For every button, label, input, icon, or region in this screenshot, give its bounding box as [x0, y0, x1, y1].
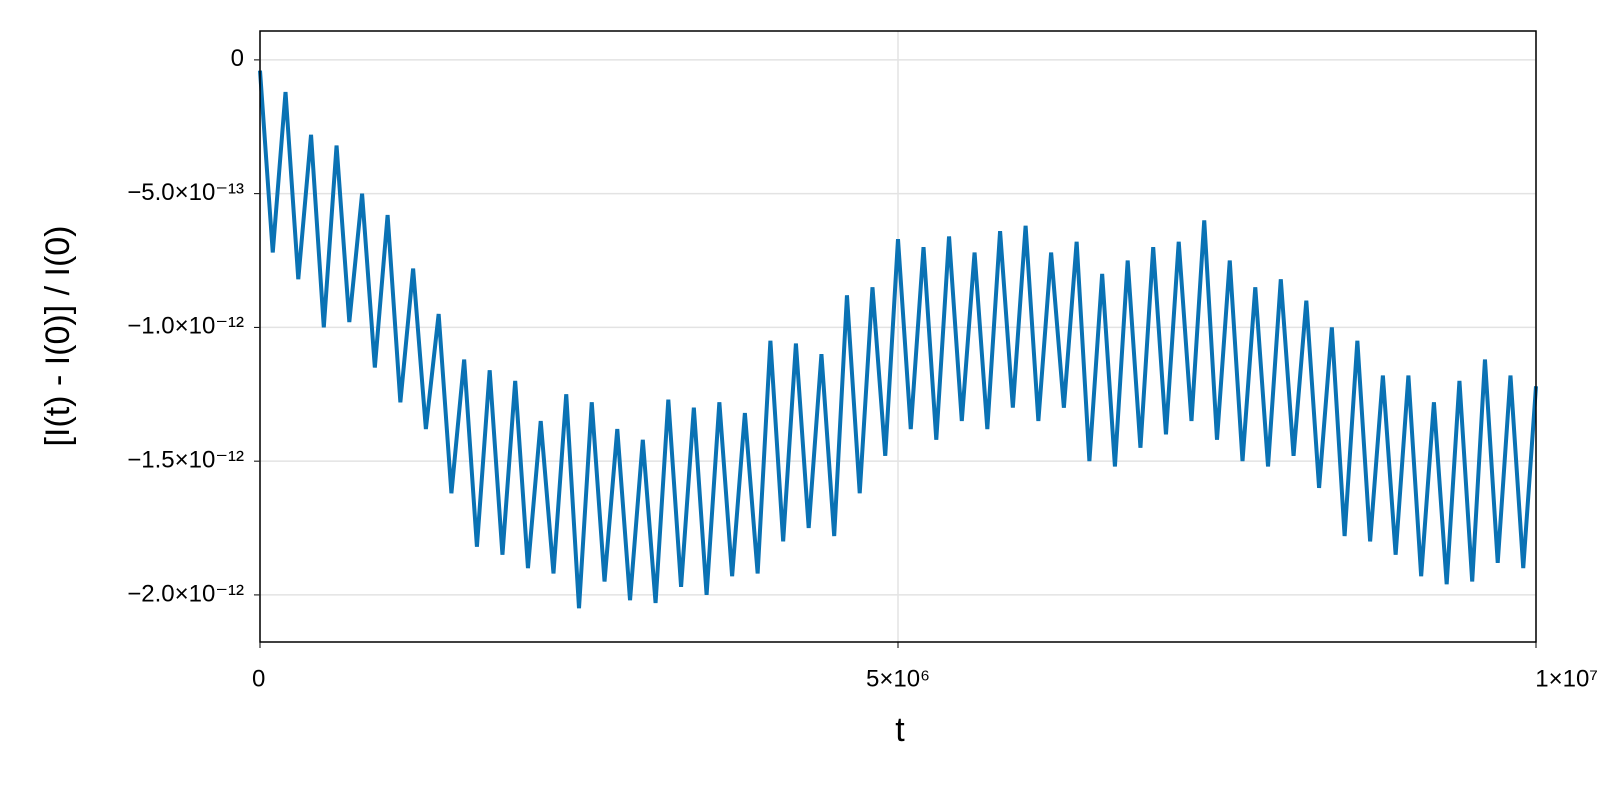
x-tick-label: 0	[252, 665, 265, 692]
y-tick-label: −1.5×10⁻¹²	[127, 447, 244, 474]
plot-frame	[259, 30, 1537, 643]
x-axis-label: t	[895, 711, 905, 749]
y-tick-label: −1.0×10⁻¹²	[127, 313, 244, 340]
y-tick-label: −5.0×10⁻¹³	[127, 179, 244, 206]
y-axis-label: [I(t) - I(0)] / I(0)	[39, 226, 77, 447]
y-tick-label: −2.0×10⁻¹²	[127, 580, 244, 607]
y-tick-label: 0	[231, 45, 244, 72]
data-line	[258, 70, 1538, 609]
x-tick-label: 5×10⁶	[866, 665, 930, 692]
x-tick-label: 1×10⁷	[1535, 665, 1598, 692]
